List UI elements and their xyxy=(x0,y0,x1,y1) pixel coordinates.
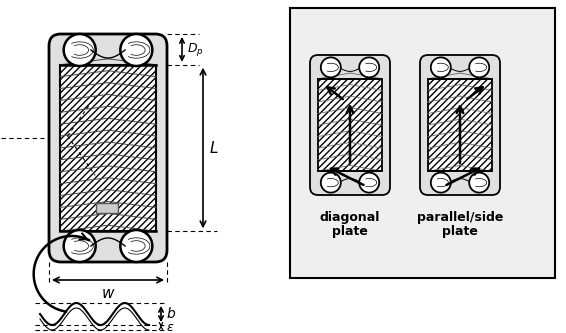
Text: plate: plate xyxy=(332,225,368,238)
Circle shape xyxy=(121,34,152,66)
Circle shape xyxy=(359,57,379,77)
Text: $L$: $L$ xyxy=(209,140,218,156)
FancyBboxPatch shape xyxy=(420,55,500,195)
FancyBboxPatch shape xyxy=(428,79,492,171)
Text: $D_p$: $D_p$ xyxy=(187,41,204,58)
Circle shape xyxy=(321,172,341,192)
Text: $b$: $b$ xyxy=(166,306,176,321)
Circle shape xyxy=(431,172,451,192)
Text: $w$: $w$ xyxy=(101,286,115,301)
Circle shape xyxy=(469,172,489,192)
Text: plate: plate xyxy=(442,225,478,238)
Circle shape xyxy=(64,230,96,262)
Text: parallel/side: parallel/side xyxy=(417,211,503,224)
FancyBboxPatch shape xyxy=(59,65,156,231)
FancyBboxPatch shape xyxy=(49,34,167,262)
Bar xyxy=(96,203,118,213)
Circle shape xyxy=(321,57,341,77)
Circle shape xyxy=(121,230,152,262)
Circle shape xyxy=(64,34,96,66)
Circle shape xyxy=(469,57,489,77)
Circle shape xyxy=(431,57,451,77)
Circle shape xyxy=(359,172,379,192)
Text: diagonal: diagonal xyxy=(320,211,380,224)
FancyBboxPatch shape xyxy=(318,79,382,171)
FancyBboxPatch shape xyxy=(290,8,555,278)
Text: $\varepsilon$: $\varepsilon$ xyxy=(166,321,174,333)
FancyBboxPatch shape xyxy=(310,55,390,195)
